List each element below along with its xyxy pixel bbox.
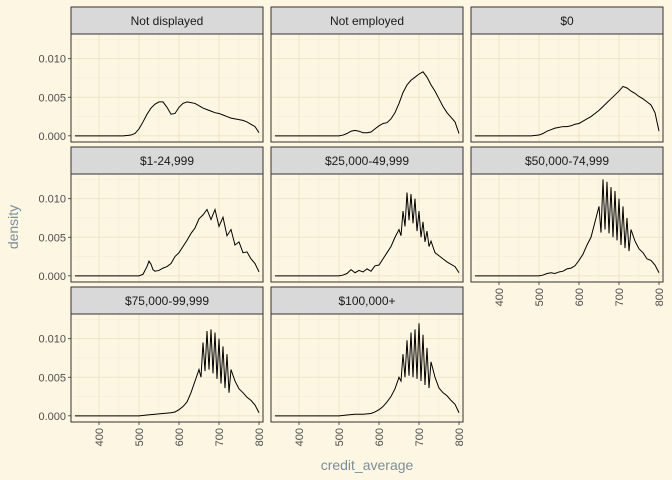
density-curve — [475, 179, 660, 277]
panel-border — [470, 33, 664, 143]
panel-background — [70, 173, 264, 283]
panel-border — [270, 173, 464, 283]
density-curve — [275, 323, 460, 417]
x-tick-label: 400 — [294, 428, 306, 446]
facet-strip-label: $0 — [560, 14, 574, 28]
y-axis-title: density — [5, 205, 21, 249]
x-tick-label: 700 — [414, 428, 426, 446]
x-tick-label: 400 — [94, 428, 106, 446]
facet-strip-label: $75,000-99,999 — [125, 294, 209, 308]
panel-border — [270, 313, 464, 423]
x-tick-label: 600 — [174, 428, 186, 446]
x-tick-label: 500 — [534, 288, 546, 306]
facet-strip — [70, 146, 264, 175]
panel-background — [70, 33, 264, 143]
x-tick-label: 700 — [214, 428, 226, 446]
facet-strip — [470, 146, 664, 175]
facet-strip-label: Not displayed — [131, 14, 204, 28]
facet-0: Not displayed — [70, 6, 264, 143]
density-curve — [75, 329, 260, 417]
x-tick-label: 500 — [134, 428, 146, 446]
facet-strip — [70, 6, 264, 35]
x-tick-label: 600 — [374, 428, 386, 446]
facet-1: Not employed — [270, 6, 464, 143]
y-tick-label: 0.005 — [38, 372, 66, 384]
facet-2: $0 — [470, 6, 664, 143]
y-tick-label: 0.010 — [38, 54, 66, 66]
panel-border — [70, 33, 264, 143]
y-tick-label: 0.010 — [38, 194, 66, 206]
y-tick-label: 0.010 — [38, 334, 66, 346]
y-tick-label: 0.005 — [38, 92, 66, 104]
density-curve — [75, 101, 260, 137]
y-tick-label: 0.005 — [38, 232, 66, 244]
density-curve — [75, 207, 260, 277]
axes: 0.000 0.005 0.010 0.000 0.005 0.010 400 500 600 7… — [38, 54, 666, 447]
facet-5: $50,000-74,999 — [470, 146, 664, 283]
facet-panels: Not displayed Not employed $0 $1-24,999 $25,… — [70, 6, 664, 423]
panel-border — [270, 33, 464, 143]
panel-background — [270, 33, 464, 143]
x-tick-label: 800 — [454, 428, 466, 446]
panel-background — [470, 173, 664, 283]
facet-3: $1-24,999 — [70, 146, 264, 283]
density-curve — [275, 71, 460, 137]
facet-strip — [470, 6, 664, 35]
facet-7: $100,000+ — [270, 286, 464, 423]
facet-strip-label: Not employed — [330, 14, 404, 28]
panel-background — [270, 173, 464, 283]
facet-strip-label: $50,000-74,999 — [525, 154, 609, 168]
facet-strip — [270, 286, 464, 315]
x-tick-label: 800 — [654, 288, 666, 306]
x-tick-label: 400 — [494, 288, 506, 306]
panel-border — [470, 173, 664, 283]
x-tick-label: 700 — [614, 288, 626, 306]
facet-strip-label: $100,000+ — [338, 294, 395, 308]
panel-border — [70, 313, 264, 423]
facet-strip-label: $25,000-49,999 — [325, 154, 409, 168]
x-tick-label: 800 — [254, 428, 266, 446]
facet-strip-label: $1-24,999 — [140, 154, 194, 168]
density-curve — [275, 192, 460, 277]
x-axis-title: credit_average — [321, 457, 414, 473]
facet-6: $75,000-99,999 — [70, 286, 264, 423]
y-tick-label: 0.000 — [38, 271, 66, 283]
facet-strip — [70, 286, 264, 315]
facet-4: $25,000-49,999 — [270, 146, 464, 283]
panel-background — [270, 313, 464, 423]
facet-strip — [270, 6, 464, 35]
panel-background — [470, 33, 664, 143]
y-tick-label: 0.000 — [38, 411, 66, 423]
x-tick-label: 500 — [334, 428, 346, 446]
density-curve — [475, 85, 660, 137]
panel-border — [70, 173, 264, 283]
x-tick-label: 600 — [574, 288, 586, 306]
panel-background — [70, 313, 264, 423]
y-tick-label: 0.000 — [38, 131, 66, 143]
